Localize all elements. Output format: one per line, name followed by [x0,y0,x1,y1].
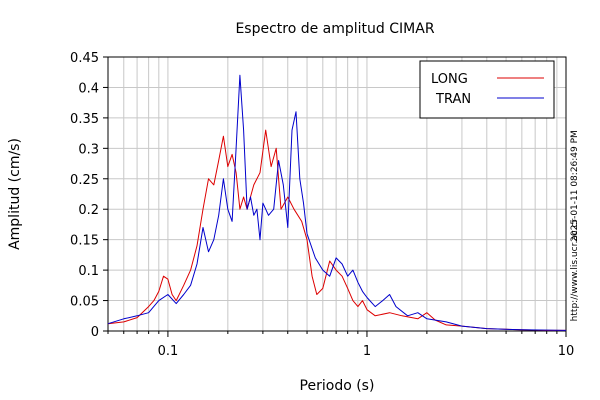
chart-title: Espectro de amplitud CIMAR [235,21,434,37]
series-lines [107,74,567,331]
series-line-long [107,129,566,331]
y-axis-ticks: 0 0.05 0.1 0.15 0.2 0.25 0.3 0.35 0.4 0.45 [70,51,108,340]
legend-label-tran: TRAN [435,92,471,107]
y-tick-label: 0.3 [78,142,99,157]
y-tick-label: 0.35 [70,112,99,127]
y-tick-label: 0.05 [70,295,99,310]
x-axis-label: Periodo (s) [300,378,375,394]
y-tick-label: 0 [91,325,99,340]
y-tick-label: 0.15 [70,234,99,249]
y-tick-label: 0.45 [70,51,99,66]
url-label: http://www.lis.ucr.ac.cr [570,218,580,321]
y-tick-label: 0.1 [78,264,99,279]
legend-label-long: LONG [431,72,468,87]
plot-frame [107,56,567,332]
legend: LONG TRAN [419,60,555,119]
series-line-tran [107,74,567,331]
y-tick-label: 0.4 [78,81,99,96]
x-axis-ticks: 0.1 1 10 [107,331,575,359]
x-tick-label: 0.1 [158,344,179,359]
legend-box [419,60,555,119]
y-tick-label: 0.2 [78,203,99,218]
timestamp-label: 2025-01-11 08:26:49 PM [570,130,580,242]
y-tick-label: 0.25 [70,173,99,188]
x-tick-label: 10 [558,344,575,359]
x-tick-label: 1 [363,344,371,359]
y-axis-label: Amplitud (cm/s) [7,138,23,250]
